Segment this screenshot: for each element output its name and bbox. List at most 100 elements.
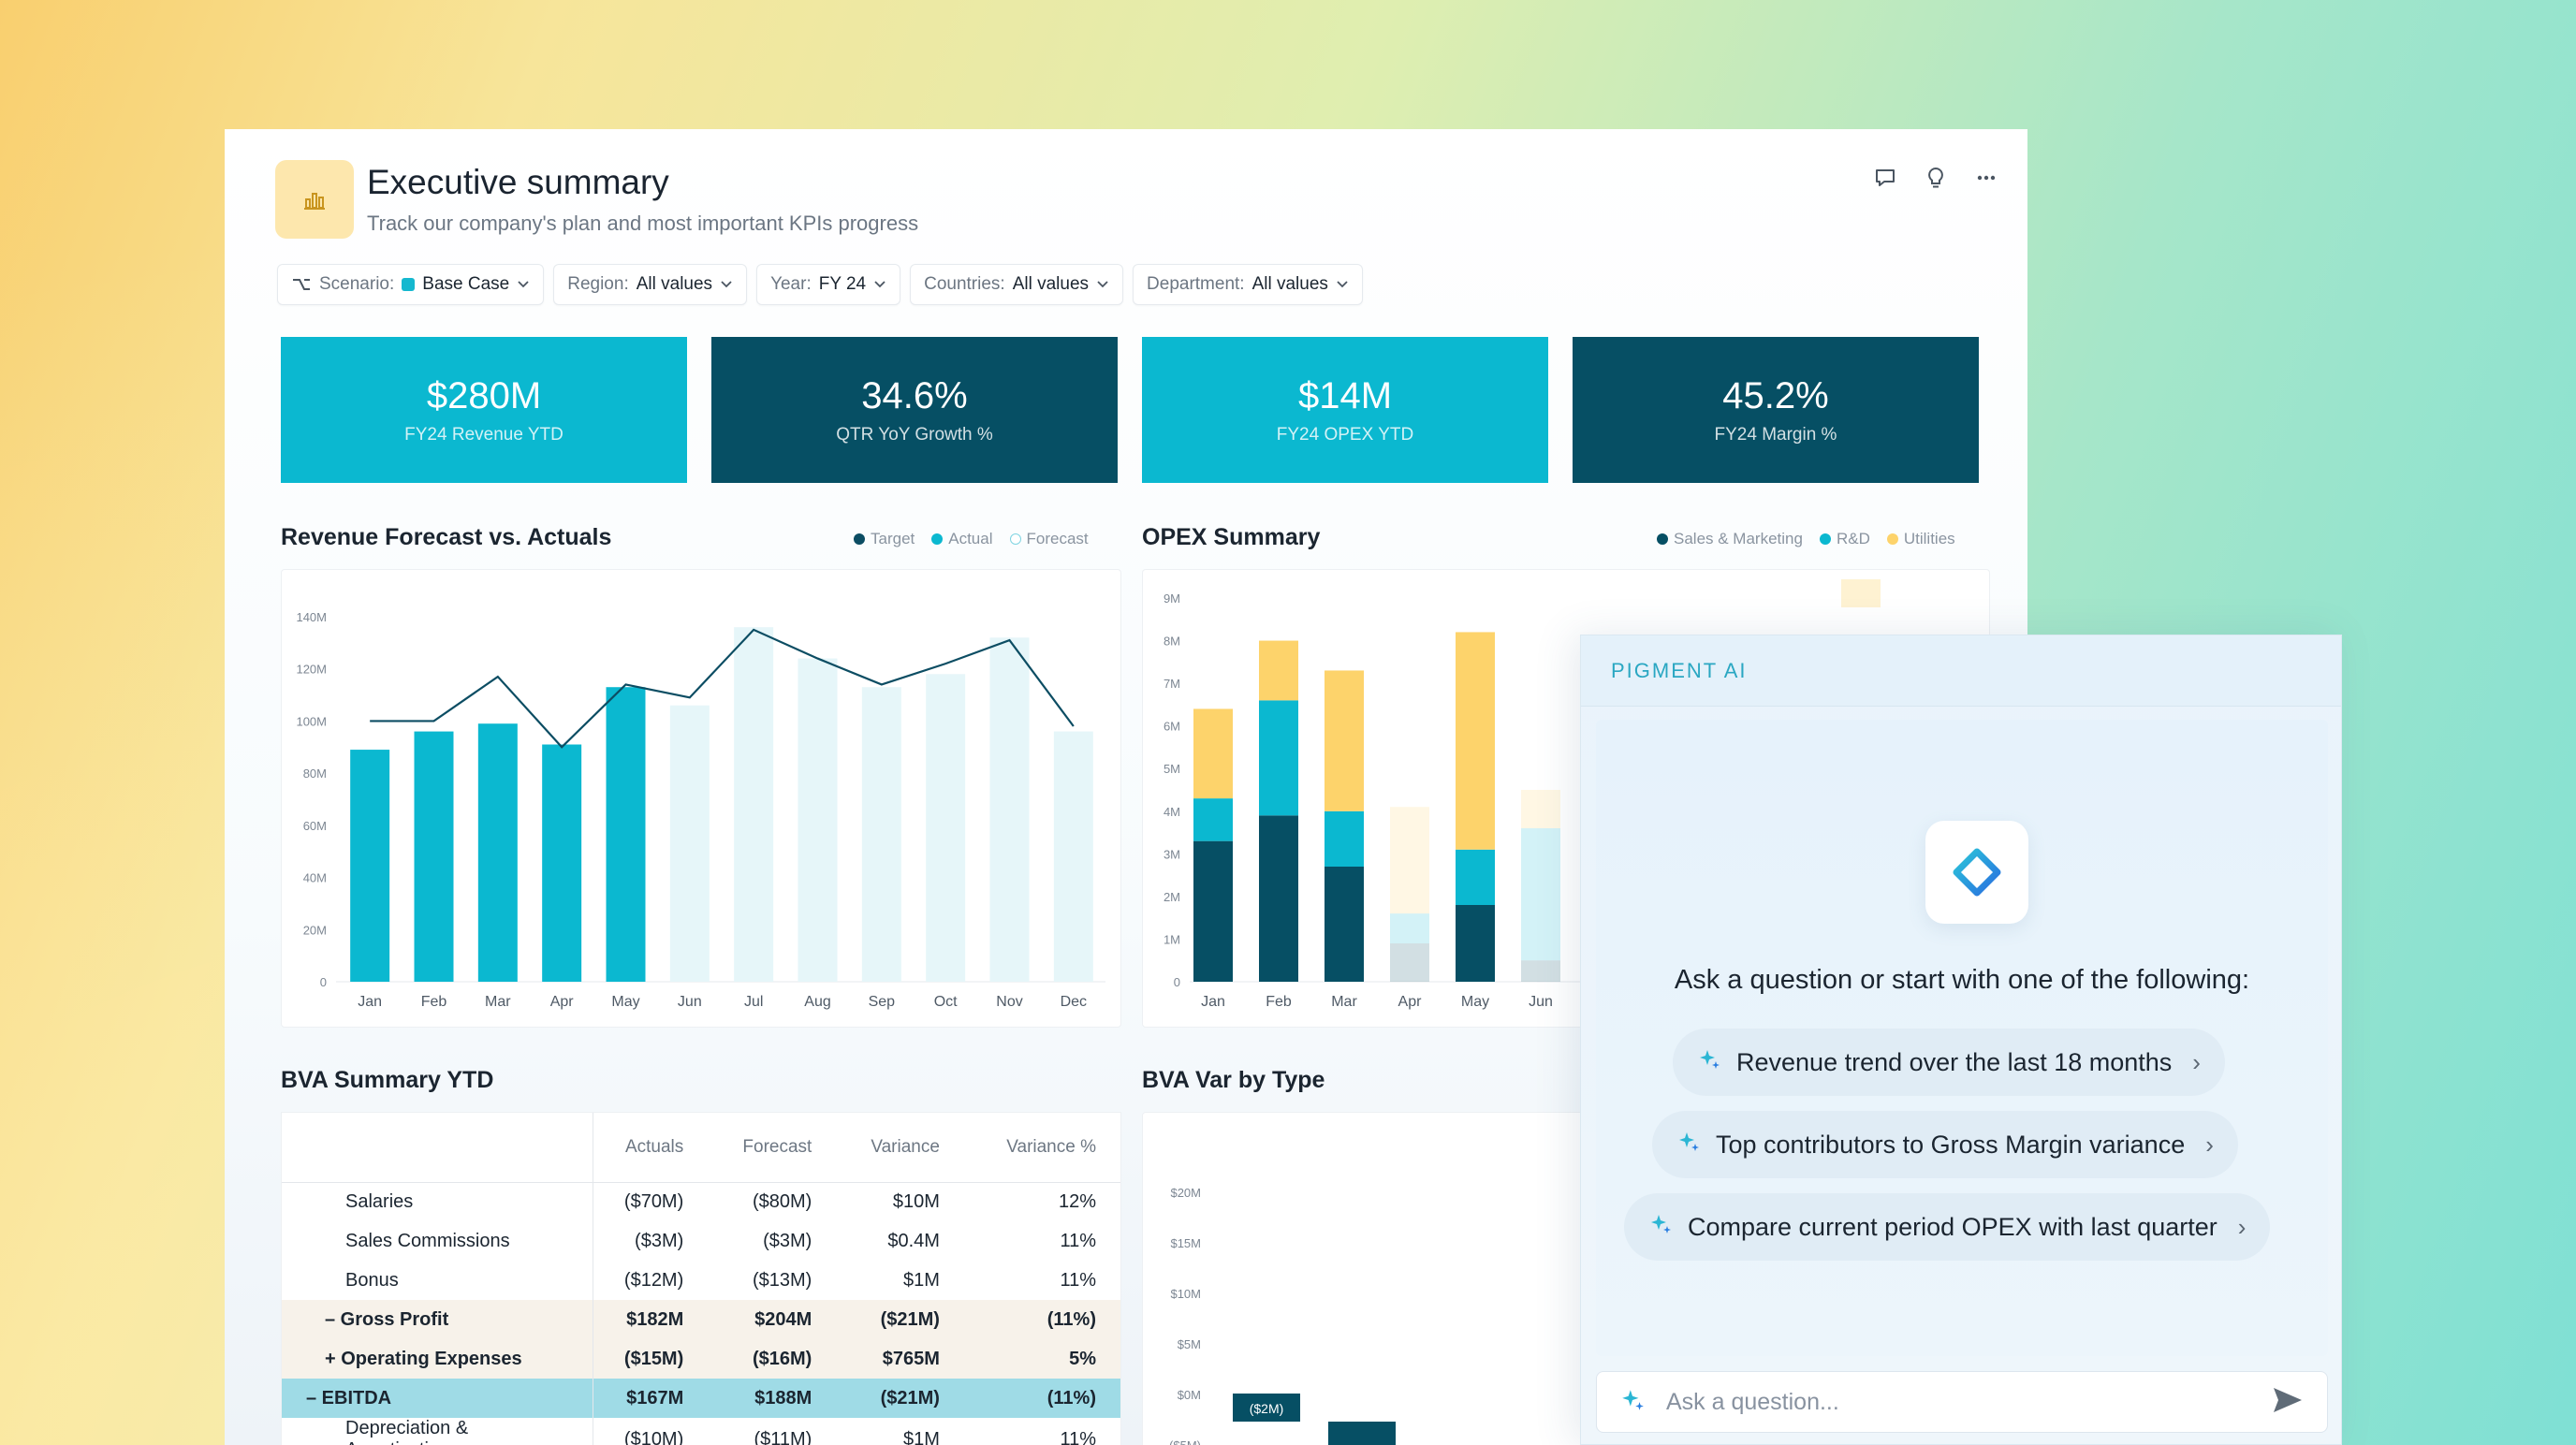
filter-department[interactable]: Department: All values bbox=[1133, 264, 1363, 305]
lightbulb-icon[interactable] bbox=[1923, 165, 1949, 191]
table-row[interactable]: Bonus ($12M) ($13M) $1M 11% bbox=[282, 1261, 1120, 1300]
sparkle-icon bbox=[1676, 1130, 1701, 1160]
bar-forecast bbox=[1053, 731, 1093, 982]
ai-assistant-panel: PIGMENT AI Ask a question or start with … bbox=[1580, 635, 2342, 1445]
y-tick-label: 9M bbox=[1164, 591, 1180, 606]
comment-icon[interactable] bbox=[1872, 165, 1898, 191]
bar-forecast bbox=[798, 658, 838, 982]
table-row[interactable]: Sales Commissions ($3M) ($3M) $0.4M 11% bbox=[282, 1221, 1120, 1261]
opex-bar-segment bbox=[1390, 807, 1429, 914]
bar-forecast bbox=[926, 674, 966, 982]
ai-question-input[interactable] bbox=[1666, 1388, 2250, 1416]
bar-forecast bbox=[861, 687, 901, 982]
column-header-forecast[interactable]: Forecast bbox=[742, 1136, 812, 1157]
opex-bar-segment bbox=[1521, 790, 1560, 828]
opex-bar-segment bbox=[1259, 815, 1298, 982]
sparkle-icon bbox=[1697, 1047, 1721, 1078]
suggestion-chip-gross-margin[interactable]: Top contributors to Gross Margin varianc… bbox=[1652, 1111, 2238, 1178]
table-row[interactable]: + Operating Expenses ($15M) ($16M) $765M 5% bbox=[282, 1339, 1120, 1379]
bar-forecast bbox=[669, 705, 710, 982]
chevron-right-icon: › bbox=[2192, 1047, 2201, 1076]
suggestion-chip-compare-opex[interactable]: Compare current period OPEX with last qu… bbox=[1624, 1193, 2271, 1261]
y-tick-label: ($5M) bbox=[1169, 1438, 1201, 1445]
cell-forecast: $204M bbox=[708, 1300, 837, 1339]
filter-region[interactable]: Region: All values bbox=[553, 264, 748, 305]
row-name: Sales Commissions bbox=[282, 1221, 593, 1261]
kpi-card-growth[interactable]: 34.6% QTR YoY Growth % bbox=[711, 337, 1118, 483]
cell-actuals: ($70M) bbox=[623, 1190, 684, 1212]
opex-bar-segment bbox=[1456, 905, 1495, 982]
cell-variance: $765M bbox=[836, 1339, 964, 1379]
opex-bar-segment bbox=[1193, 840, 1233, 982]
send-icon[interactable] bbox=[2271, 1385, 2305, 1420]
filter-scenario[interactable]: Scenario: Base Case bbox=[277, 264, 545, 305]
legend-item-target[interactable]: Target bbox=[854, 530, 915, 548]
column-header-variance-pct[interactable]: Variance % bbox=[1006, 1136, 1096, 1157]
bva-var-bar-label: ($2M) bbox=[1250, 1401, 1284, 1416]
filter-countries[interactable]: Countries: All values bbox=[910, 264, 1124, 305]
column-header-actuals[interactable]: Actuals bbox=[624, 1136, 684, 1157]
cell-actuals: ($12M) bbox=[623, 1269, 684, 1291]
opex-bar-segment bbox=[1193, 798, 1233, 841]
opex-bar-segment bbox=[1456, 632, 1495, 850]
revenue-chart-panel: 0 20M 40M 60M 80M 100M 120M 140M Jan Feb Mar Apr May… bbox=[281, 569, 1121, 1028]
column-header-variance[interactable]: Variance bbox=[871, 1136, 940, 1157]
revenue-chart: 0 20M 40M 60M 80M 100M 120M 140M Jan Feb Mar Apr May… bbox=[296, 610, 1105, 1010]
chevron-down-icon bbox=[518, 281, 529, 288]
x-tick-label: Aug bbox=[804, 994, 830, 1010]
page-subtitle: Track our company's plan and most import… bbox=[367, 212, 919, 235]
opex-bar-segment bbox=[1193, 708, 1233, 799]
cell-variance-pct: 11% bbox=[1060, 1428, 1096, 1445]
bva-table: Actuals Forecast Variance Variance % Sal… bbox=[281, 1112, 1121, 1445]
kpi-card-opex[interactable]: $14M FY24 OPEX YTD bbox=[1142, 337, 1548, 483]
y-tick-label: 7M bbox=[1164, 677, 1180, 691]
table-row[interactable]: Salaries ($70M) ($80M) $10M 12% bbox=[282, 1182, 1120, 1221]
table-row[interactable]: – EBITDA $167M $188M ($21M) (11%) bbox=[282, 1379, 1120, 1418]
opex-bar-segment bbox=[1521, 828, 1560, 961]
y-tick-label: $20M bbox=[1170, 1186, 1201, 1200]
x-tick-label: Jan bbox=[1201, 994, 1225, 1010]
filter-year[interactable]: Year: FY 24 bbox=[756, 264, 901, 305]
row-name: + Operating Expenses bbox=[282, 1339, 593, 1379]
bva-var-bar bbox=[1233, 1394, 1300, 1422]
cell-variance: $10M bbox=[892, 1190, 940, 1212]
cell-variance-pct: 11% bbox=[1060, 1230, 1096, 1251]
bar-actual bbox=[542, 744, 582, 982]
table-row[interactable]: Depreciation & Amortization ($10M) ($11M) $… bbox=[282, 1418, 1120, 1445]
x-tick-label: Dec bbox=[1061, 994, 1087, 1010]
opex-chart-title: OPEX Summary bbox=[1142, 524, 1321, 550]
legend-item-actual[interactable]: Actual bbox=[931, 530, 993, 548]
y-tick-label: 20M bbox=[303, 923, 327, 937]
legend-item-sales-marketing[interactable]: Sales & Marketing bbox=[1657, 530, 1803, 548]
legend-item-rd[interactable]: R&D bbox=[1819, 530, 1870, 548]
chevron-right-icon: › bbox=[2205, 1130, 2214, 1159]
kpi-card-margin[interactable]: 45.2% FY24 Margin % bbox=[1573, 337, 1979, 483]
bar-actual bbox=[350, 750, 390, 982]
cell-actuals: ($10M) bbox=[623, 1428, 684, 1445]
opex-bar-segment bbox=[1521, 960, 1560, 982]
y-tick-label: 3M bbox=[1164, 847, 1180, 861]
more-icon[interactable] bbox=[1973, 165, 1999, 191]
table-row[interactable]: – Gross Profit $182M $204M ($21M) (11%) bbox=[282, 1300, 1120, 1339]
kpi-card-revenue[interactable]: $280M FY24 Revenue YTD bbox=[281, 337, 687, 483]
cell-variance: ($21M) bbox=[836, 1300, 964, 1339]
kpi-value: $14M bbox=[1297, 374, 1393, 416]
opex-bar-segment bbox=[1456, 849, 1495, 905]
legend-item-utilities[interactable]: Utilities bbox=[1886, 530, 1955, 548]
bva-var-title: BVA Var by Type bbox=[1142, 1067, 1325, 1093]
y-tick-label: 8M bbox=[1164, 635, 1180, 649]
legend-item-forecast[interactable]: Forecast bbox=[1009, 530, 1089, 548]
sparkle-icon bbox=[1648, 1212, 1673, 1243]
bar-actual bbox=[414, 731, 454, 982]
y-tick-label: 6M bbox=[1164, 720, 1180, 734]
suggestion-chip-revenue-trend[interactable]: Revenue trend over the last 18 months › bbox=[1673, 1029, 2225, 1096]
x-tick-label: May bbox=[1461, 994, 1489, 1010]
cell-variance-pct: (11%) bbox=[963, 1379, 1120, 1418]
x-tick-label: Feb bbox=[421, 994, 447, 1010]
pigment-logo bbox=[1925, 821, 2028, 924]
sparkle-icon bbox=[1619, 1387, 1646, 1418]
cell-forecast: ($3M) bbox=[763, 1230, 812, 1251]
opex-bar-segment bbox=[1325, 867, 1364, 982]
x-tick-label: Apr bbox=[550, 994, 575, 1010]
kpi-label: FY24 Margin % bbox=[1714, 424, 1837, 445]
